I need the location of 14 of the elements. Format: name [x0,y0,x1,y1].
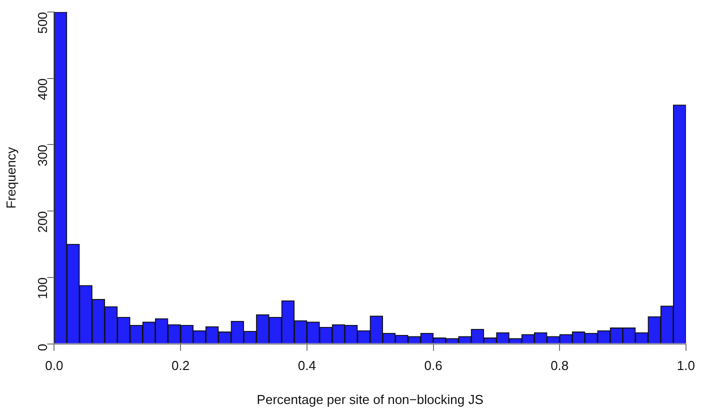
x-tick-label: 1.0 [676,358,696,374]
y-tick-label: 400 [34,78,50,100]
x-axis-title: Percentage per site of non−blocking JS [256,392,484,407]
y-tick-label: 500 [34,12,50,34]
x-tick-label: 0.4 [298,358,316,374]
y-tick-label: 200 [34,211,50,233]
x-tick-label: 0.6 [424,358,442,374]
x-tick-label: 0.0 [45,358,64,374]
y-tick-label: 100 [34,277,50,300]
y-tick-label: 300 [34,144,50,166]
y-axis-title: Frequency [3,146,18,209]
y-tick-label: 0 [34,344,50,352]
x-tick-label: 0.2 [172,358,190,374]
x-tick-label: 0.8 [550,358,569,374]
